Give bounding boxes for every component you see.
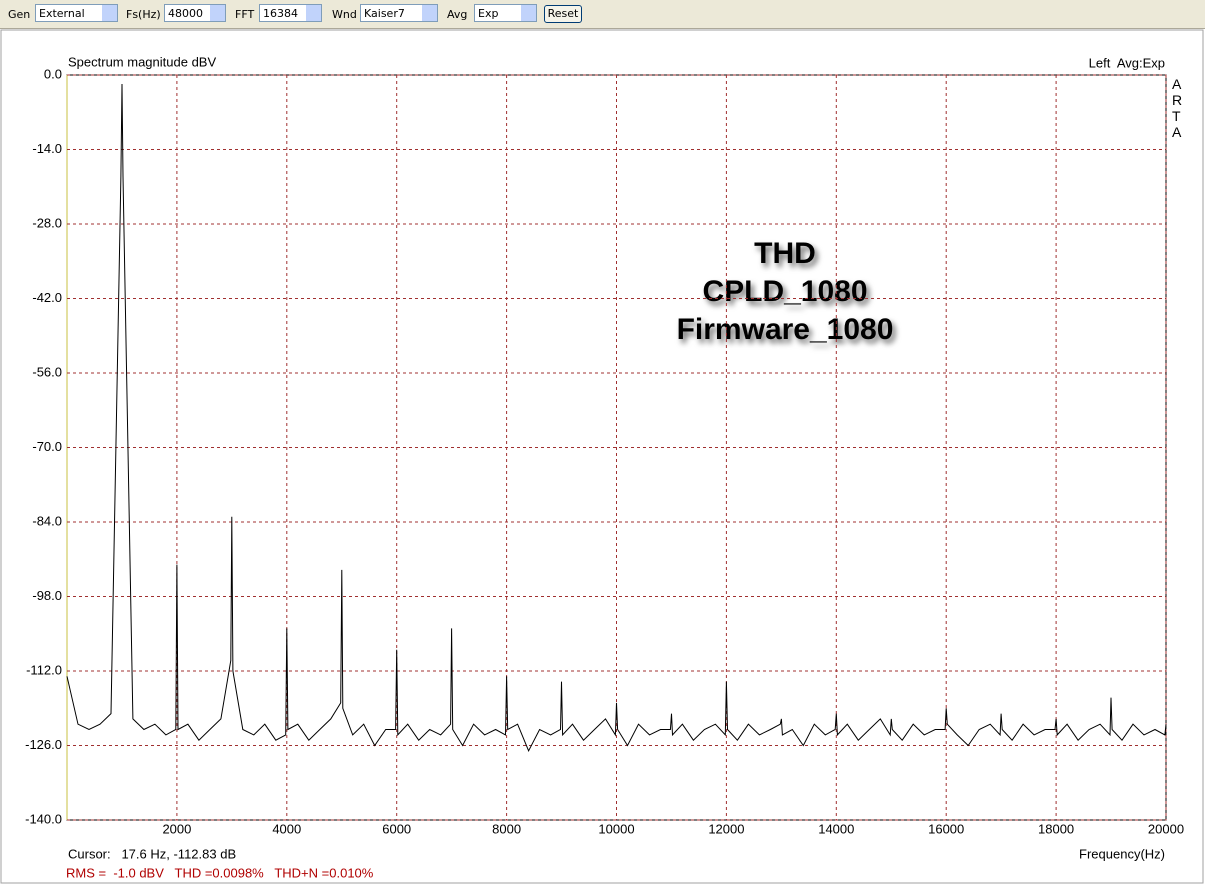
avg-select[interactable]: Exp — [474, 4, 537, 22]
cursor-readout: Cursor: 17.6 Hz, -112.83 dB — [68, 846, 236, 861]
y-tick-label: -84.0 — [32, 513, 62, 528]
x-tick-label: 8000 — [492, 821, 521, 836]
x-tick-label: 14000 — [818, 821, 854, 836]
wnd-label: Wnd — [332, 8, 357, 21]
annotation: Firmware_1080 — [677, 313, 894, 346]
x-tick-label: 20000 — [1148, 821, 1184, 836]
annotation: CPLD_1080 — [702, 275, 867, 308]
fs-select[interactable]: 48000 — [164, 4, 226, 22]
x-tick-label: 16000 — [928, 821, 964, 836]
avg-label: Avg — [447, 8, 468, 21]
toolbar: Gen External Fs(Hz) 48000 FFT 16384 Wnd … — [0, 0, 1205, 29]
fft-select[interactable]: 16384 — [259, 4, 322, 22]
status-line: RMS = -1.0 dBV THD =0.0098% THD+N =0.010… — [66, 865, 374, 880]
y-tick-label: -112.0 — [26, 662, 62, 677]
x-axis-label: Frequency(Hz) — [1079, 846, 1165, 861]
y-tick-label: 0.0 — [44, 66, 62, 81]
y-tick-label: -70.0 — [32, 439, 62, 454]
y-tick-label: -140.0 — [25, 811, 62, 826]
y-tick-label: -28.0 — [32, 215, 62, 230]
gen-label: Gen — [8, 8, 31, 21]
chart-title: Spectrum magnitude dBV — [68, 54, 216, 69]
y-tick-label: -98.0 — [32, 588, 62, 603]
x-tick-label: 10000 — [598, 821, 634, 836]
channel-label: Left Avg:Exp — [1089, 55, 1165, 70]
spectrum-line — [66, 83, 1167, 752]
wnd-select[interactable]: Kaiser7 — [360, 4, 438, 22]
x-tick-label: 6000 — [382, 821, 411, 836]
x-tick-label: 18000 — [1038, 821, 1074, 836]
gen-select[interactable]: External — [35, 4, 118, 22]
annotation: THD — [754, 237, 816, 270]
y-tick-label: -126.0 — [25, 737, 62, 752]
annotation-group: THD CPLD_1080 Firmware_1080 — [677, 237, 894, 346]
y-tick-label: -56.0 — [32, 364, 62, 379]
fft-label: FFT — [235, 8, 255, 21]
y-tick-label: -42.0 — [32, 290, 62, 305]
brand: ARTA — [1172, 76, 1183, 140]
x-tick-label: 4000 — [272, 821, 301, 836]
y-tick-label: -14.0 — [32, 141, 62, 156]
fs-label: Fs(Hz) — [126, 8, 161, 21]
reset-button[interactable]: Reset — [544, 5, 582, 23]
x-tick-label: 2000 — [162, 821, 191, 836]
x-tick-label: 12000 — [708, 821, 744, 836]
